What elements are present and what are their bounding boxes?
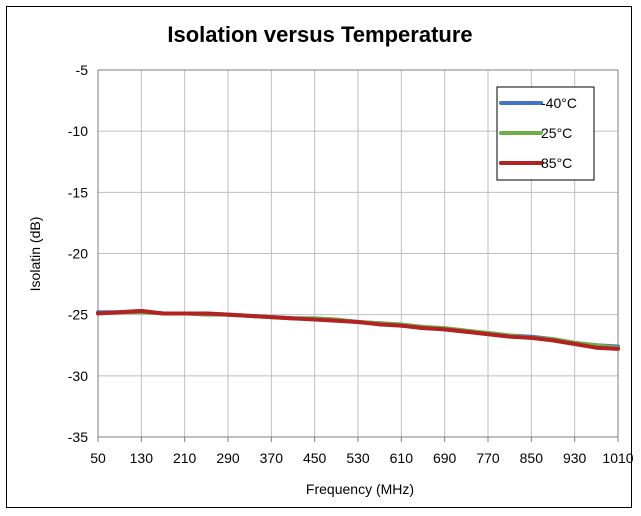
x-axis-label: Frequency (MHz) xyxy=(306,481,414,497)
x-tick-label: 1010 xyxy=(602,450,633,466)
legend: -40°C 25°C 85°C xyxy=(496,86,595,181)
y-tick-label: -15 xyxy=(68,184,88,200)
x-tick-label: 210 xyxy=(173,450,197,466)
y-tick-label: -25 xyxy=(68,307,88,323)
series-lines xyxy=(96,309,620,351)
chart-title: Isolation versus Temperature xyxy=(167,22,472,47)
series-line-2 xyxy=(96,309,620,351)
x-tick-label: 930 xyxy=(563,450,587,466)
x-tick-label: 290 xyxy=(216,450,240,466)
x-tick-labels: 50 130 210 290 370 450 530 610 690 770 850 930 1010 xyxy=(90,450,634,466)
x-tick-label: 450 xyxy=(303,450,327,466)
legend-label: 25°C xyxy=(541,125,572,141)
x-tick-label: 850 xyxy=(520,450,544,466)
legend-label: -40°C xyxy=(541,95,577,111)
x-tick-label: 370 xyxy=(260,450,284,466)
y-tick-label: -10 xyxy=(68,123,88,139)
x-tick-label: 770 xyxy=(476,450,500,466)
x-tick-label: 610 xyxy=(390,450,414,466)
x-tick-label: 50 xyxy=(90,450,106,466)
y-tick-label: -20 xyxy=(68,246,88,262)
x-tick-label: 130 xyxy=(130,450,154,466)
y-tick-label: -35 xyxy=(68,429,88,445)
y-tick-labels: -5 -10 -15 -20 -25 -30 -35 xyxy=(68,62,88,445)
y-tick-label: -5 xyxy=(76,62,89,78)
x-tick-label: 530 xyxy=(346,450,370,466)
legend-label: 85°C xyxy=(541,155,572,171)
x-tick-label: 690 xyxy=(433,450,457,466)
y-axis-label: Isolatin (dB) xyxy=(27,217,43,292)
plot-area xyxy=(97,69,619,438)
y-tick-label: -30 xyxy=(68,368,88,384)
